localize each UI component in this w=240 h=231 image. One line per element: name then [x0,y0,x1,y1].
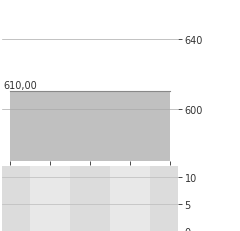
Text: 610,00: 610,00 [3,80,37,90]
Bar [30,166,70,231]
Bar [70,166,110,231]
Bar [0,166,30,231]
Bar [150,166,190,231]
Bar [110,166,150,231]
